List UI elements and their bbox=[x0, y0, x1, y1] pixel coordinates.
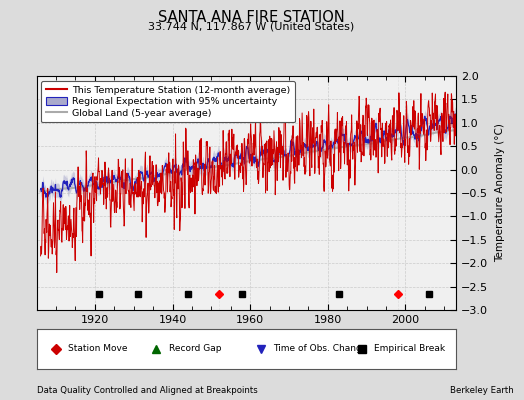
Text: Station Move: Station Move bbox=[68, 344, 128, 353]
Text: Record Gap: Record Gap bbox=[169, 344, 221, 353]
Text: Empirical Break: Empirical Break bbox=[374, 344, 445, 353]
Text: 33.744 N, 117.867 W (United States): 33.744 N, 117.867 W (United States) bbox=[148, 21, 355, 31]
Text: Data Quality Controlled and Aligned at Breakpoints: Data Quality Controlled and Aligned at B… bbox=[37, 386, 257, 395]
Y-axis label: Temperature Anomaly (°C): Temperature Anomaly (°C) bbox=[495, 124, 505, 262]
Text: Time of Obs. Change: Time of Obs. Change bbox=[274, 344, 368, 353]
Text: SANTA ANA FIRE STATION: SANTA ANA FIRE STATION bbox=[158, 10, 345, 25]
Text: Berkeley Earth: Berkeley Earth bbox=[450, 386, 514, 395]
Legend: This Temperature Station (12-month average), Regional Expectation with 95% uncer: This Temperature Station (12-month avera… bbox=[41, 81, 294, 122]
